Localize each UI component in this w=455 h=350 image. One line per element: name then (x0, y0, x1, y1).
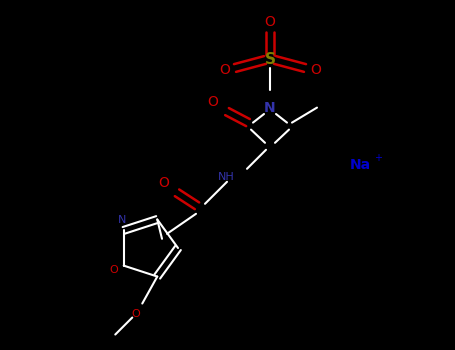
Text: O: O (109, 265, 118, 275)
Text: NH: NH (218, 172, 235, 182)
Text: O: O (220, 63, 230, 77)
Text: O: O (207, 94, 218, 108)
Text: S: S (264, 52, 275, 68)
Text: +: + (374, 153, 382, 163)
Text: O: O (158, 176, 169, 190)
Text: O: O (131, 309, 140, 318)
Text: N: N (264, 101, 276, 115)
Text: N: N (117, 215, 126, 225)
Text: O: O (264, 15, 275, 29)
Text: O: O (311, 63, 321, 77)
Text: Na: Na (349, 158, 370, 172)
